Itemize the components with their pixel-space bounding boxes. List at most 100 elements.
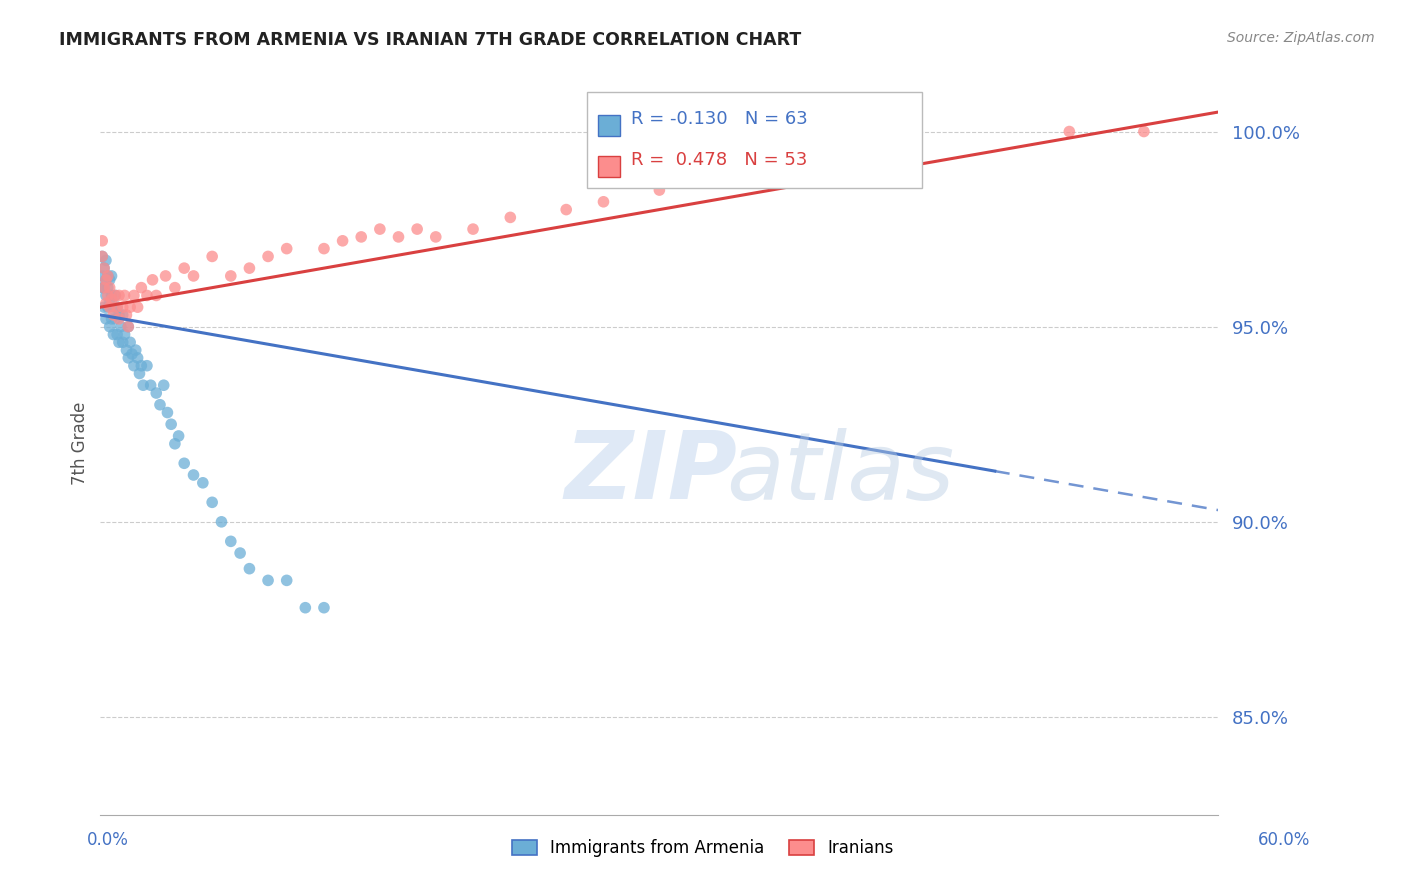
Point	[122, 288, 145, 302]
FancyBboxPatch shape	[598, 156, 620, 177]
Point	[555, 202, 578, 217]
Point	[100, 268, 122, 283]
Point	[91, 249, 114, 263]
Point	[136, 288, 159, 302]
Point	[97, 280, 120, 294]
Point	[257, 574, 280, 588]
Point	[117, 319, 139, 334]
Point	[145, 288, 167, 302]
Point	[648, 183, 671, 197]
Text: R =  0.478   N = 53: R = 0.478 N = 53	[631, 151, 808, 169]
Point	[229, 546, 252, 560]
Point	[98, 296, 121, 310]
Point	[238, 261, 260, 276]
Point	[219, 268, 242, 283]
Point	[104, 288, 127, 302]
Text: ZIP: ZIP	[564, 427, 737, 519]
Point	[131, 280, 153, 294]
Point	[128, 367, 150, 381]
Point	[100, 293, 122, 307]
Point	[191, 475, 214, 490]
Point	[332, 234, 354, 248]
Point	[94, 311, 117, 326]
Point	[108, 335, 131, 350]
Text: IMMIGRANTS FROM ARMENIA VS IRANIAN 7TH GRADE CORRELATION CHART: IMMIGRANTS FROM ARMENIA VS IRANIAN 7TH G…	[59, 31, 801, 49]
Point	[219, 534, 242, 549]
Point	[110, 319, 132, 334]
Point	[276, 574, 298, 588]
Point	[120, 335, 142, 350]
Text: R = -0.130   N = 63: R = -0.130 N = 63	[631, 110, 808, 128]
Point	[103, 308, 125, 322]
Point	[136, 359, 159, 373]
Point	[139, 378, 162, 392]
Point	[132, 378, 155, 392]
Point	[91, 234, 114, 248]
Point	[592, 194, 614, 209]
Point	[131, 359, 153, 373]
Point	[94, 253, 117, 268]
Point	[149, 398, 172, 412]
Point	[201, 495, 224, 509]
Point	[156, 405, 179, 419]
Point	[108, 308, 131, 322]
Point	[98, 280, 121, 294]
Point	[93, 280, 115, 294]
Text: 0.0%: 0.0%	[87, 831, 129, 849]
Point	[741, 163, 763, 178]
Point	[115, 343, 138, 357]
Point	[108, 311, 131, 326]
Point	[368, 222, 391, 236]
FancyBboxPatch shape	[598, 115, 620, 136]
Point	[94, 273, 117, 287]
Point	[173, 261, 195, 276]
Point	[97, 268, 120, 283]
Point	[1059, 124, 1081, 138]
Point	[350, 230, 373, 244]
Point	[105, 300, 128, 314]
Point	[122, 359, 145, 373]
Point	[121, 347, 143, 361]
Point	[111, 308, 134, 322]
Point	[104, 311, 127, 326]
Point	[111, 335, 134, 350]
Point	[108, 288, 131, 302]
Point	[141, 273, 163, 287]
Point	[98, 319, 121, 334]
Point	[257, 249, 280, 263]
Point	[91, 280, 114, 294]
Point	[117, 351, 139, 365]
Point	[103, 327, 125, 342]
FancyBboxPatch shape	[586, 92, 922, 188]
Point	[91, 268, 114, 283]
Point	[104, 288, 127, 302]
Point	[97, 300, 120, 314]
Point	[238, 562, 260, 576]
Point	[1133, 124, 1156, 138]
Point	[425, 230, 447, 244]
Point	[111, 300, 134, 314]
Point	[100, 288, 122, 302]
Text: 60.0%: 60.0%	[1258, 831, 1310, 849]
Point	[117, 319, 139, 334]
Point	[120, 300, 142, 314]
Point	[105, 327, 128, 342]
Point	[312, 600, 335, 615]
Point	[127, 300, 149, 314]
Text: atlas: atlas	[727, 428, 955, 519]
Point	[461, 222, 484, 236]
Point	[105, 300, 128, 314]
Point	[98, 300, 121, 314]
Point	[211, 515, 233, 529]
Point	[94, 273, 117, 287]
Point	[173, 456, 195, 470]
Point	[94, 296, 117, 310]
Point	[183, 468, 205, 483]
Point	[797, 152, 820, 166]
Point	[125, 343, 148, 357]
Point	[872, 144, 894, 158]
Point	[145, 386, 167, 401]
Text: Source: ZipAtlas.com: Source: ZipAtlas.com	[1227, 31, 1375, 45]
Point	[163, 280, 186, 294]
Point	[160, 417, 183, 432]
